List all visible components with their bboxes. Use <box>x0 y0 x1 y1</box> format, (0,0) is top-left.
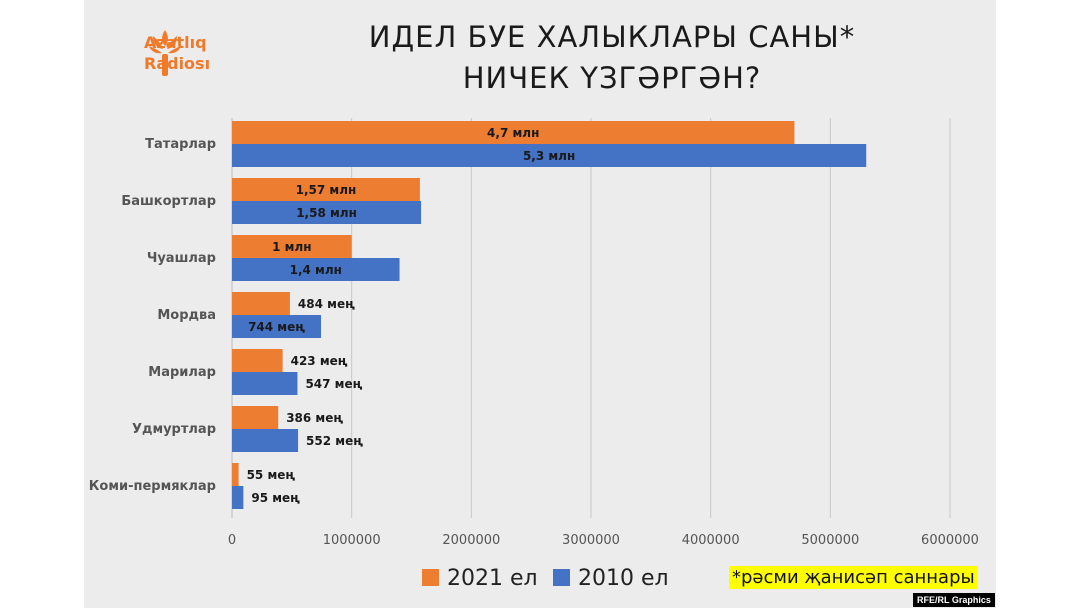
bar <box>232 315 322 338</box>
chart-title: НИЧЕК ҮЗГӘРГӘН? <box>462 61 762 95</box>
legend-label: 2021 ел <box>447 566 538 591</box>
legend-item-2021: 2021 ел <box>422 566 538 591</box>
data-label: 1,58 млн <box>296 206 357 220</box>
data-label: 4,7 млн <box>487 126 539 140</box>
data-label: 1 млн <box>272 240 311 254</box>
bar <box>232 121 795 144</box>
bar <box>232 144 867 167</box>
data-label: 5,3 млн <box>523 149 575 163</box>
category-label: Татарлар <box>145 137 216 152</box>
bar <box>232 349 283 372</box>
x-tick-label: 1000000 <box>323 533 381 548</box>
x-tick-label: 4000000 <box>682 533 740 548</box>
category-label: Марилар <box>148 365 216 380</box>
legend-swatch <box>422 569 439 586</box>
logo-text: Radiosı <box>144 54 211 73</box>
x-tick-label: 5000000 <box>801 533 859 548</box>
data-label: 552 мең <box>306 434 363 448</box>
data-label: 95 мең <box>251 491 300 505</box>
category-label: Мордва <box>157 308 216 323</box>
data-label: 744 мең <box>248 320 305 334</box>
data-label: 386 мең <box>286 411 343 425</box>
logo-text: Azatlıq <box>144 33 207 52</box>
legend-label: 2010 ел <box>578 566 669 591</box>
bar <box>232 463 239 486</box>
category-label: Удмуртлар <box>132 422 216 437</box>
bar <box>232 292 290 315</box>
legend-swatch <box>553 569 570 586</box>
bar <box>232 406 279 429</box>
x-tick-label: 2000000 <box>442 533 500 548</box>
torch-icon <box>149 30 181 76</box>
data-label: 484 мең <box>298 297 355 311</box>
data-label: 547 мең <box>305 377 362 391</box>
category-label: Коми-пермяклар <box>89 479 216 494</box>
category-label: Башкортлар <box>121 194 216 209</box>
data-label: 1,57 млн <box>296 183 357 197</box>
chart-title: ИДЕЛ БУЕ ХАЛЫКЛАРЫ САНЫ* <box>368 20 856 54</box>
legend-item-2010: 2010 ел <box>553 566 669 591</box>
bar <box>232 372 298 395</box>
bar <box>232 486 244 509</box>
bar <box>232 258 400 281</box>
footnote: *рәсми җанисәп саннары <box>729 566 978 589</box>
bar <box>232 235 352 258</box>
category-label: Чуашлар <box>147 251 216 266</box>
credit-badge: RFE/RL Graphics <box>913 593 995 607</box>
data-label: 1,4 млн <box>290 263 342 277</box>
data-label: 55 мең <box>247 468 296 482</box>
bar <box>232 201 422 224</box>
data-label: 423 мең <box>291 354 348 368</box>
x-tick-label: 0 <box>228 533 236 548</box>
x-tick-label: 3000000 <box>562 533 620 548</box>
bar <box>232 429 299 452</box>
bar <box>232 178 420 201</box>
x-tick-label: 6000000 <box>921 533 979 548</box>
